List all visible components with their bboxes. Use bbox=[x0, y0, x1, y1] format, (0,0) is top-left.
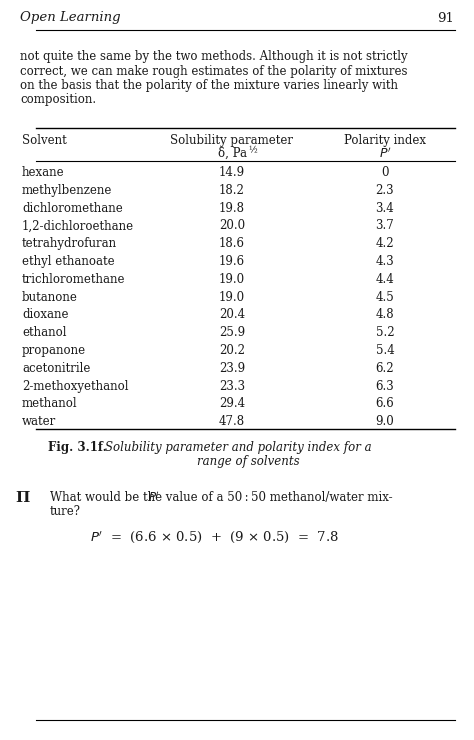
Text: ½: ½ bbox=[248, 146, 257, 155]
Text: 18.2: 18.2 bbox=[219, 184, 245, 197]
Text: ture?: ture? bbox=[50, 505, 81, 518]
Text: Solvent: Solvent bbox=[22, 134, 67, 147]
Text: 4.4: 4.4 bbox=[375, 273, 394, 286]
Text: $P'$  =  (6.6 $\times$ 0.5)  +  (9 $\times$ 0.5)  =  7.8: $P'$ = (6.6 $\times$ 0.5) + (9 $\times$ … bbox=[90, 529, 338, 545]
Text: methylbenzene: methylbenzene bbox=[22, 184, 112, 197]
Text: 3.7: 3.7 bbox=[375, 219, 394, 232]
Text: 4.5: 4.5 bbox=[375, 291, 394, 303]
Text: 4.8: 4.8 bbox=[376, 309, 394, 321]
Text: 5.4: 5.4 bbox=[375, 344, 394, 357]
Text: 20.0: 20.0 bbox=[219, 219, 245, 232]
Text: 3.4: 3.4 bbox=[375, 201, 394, 215]
Text: dichloromethane: dichloromethane bbox=[22, 201, 123, 215]
Text: 47.8: 47.8 bbox=[219, 415, 245, 428]
Text: butanone: butanone bbox=[22, 291, 78, 303]
Text: 91: 91 bbox=[437, 12, 454, 24]
Text: 5.2: 5.2 bbox=[376, 326, 394, 339]
Text: 4.2: 4.2 bbox=[376, 238, 394, 250]
Text: Solubility parameter: Solubility parameter bbox=[171, 134, 293, 147]
Text: 18.6: 18.6 bbox=[219, 238, 245, 250]
Text: 14.9: 14.9 bbox=[219, 166, 245, 179]
Text: 29.4: 29.4 bbox=[219, 397, 245, 411]
Text: 1,2-dichloroethane: 1,2-dichloroethane bbox=[22, 219, 134, 232]
Text: $P'$: $P'$ bbox=[379, 147, 392, 161]
Text: 20.2: 20.2 bbox=[219, 344, 245, 357]
Text: Π: Π bbox=[15, 491, 29, 505]
Text: trichloromethane: trichloromethane bbox=[22, 273, 126, 286]
Text: 23.9: 23.9 bbox=[219, 362, 245, 374]
Text: What would be the: What would be the bbox=[50, 491, 166, 504]
Text: water: water bbox=[22, 415, 56, 428]
Text: acetonitrile: acetonitrile bbox=[22, 362, 91, 374]
Text: $P'$: $P'$ bbox=[148, 491, 160, 505]
Text: 23.3: 23.3 bbox=[219, 380, 245, 393]
Text: 6.2: 6.2 bbox=[376, 362, 394, 374]
Text: 0: 0 bbox=[381, 166, 389, 179]
Text: hexane: hexane bbox=[22, 166, 64, 179]
Text: dioxane: dioxane bbox=[22, 309, 69, 321]
Text: ethyl ethanoate: ethyl ethanoate bbox=[22, 255, 115, 268]
Text: 20.4: 20.4 bbox=[219, 309, 245, 321]
Text: not quite the same by the two methods. Although it is not strictly: not quite the same by the two methods. A… bbox=[20, 50, 408, 63]
Text: methanol: methanol bbox=[22, 397, 78, 411]
Text: range of solvents: range of solvents bbox=[197, 455, 299, 468]
Text: 6.3: 6.3 bbox=[375, 380, 394, 393]
Text: Solubility parameter and polarity index for a: Solubility parameter and polarity index … bbox=[105, 441, 372, 454]
Text: ethanol: ethanol bbox=[22, 326, 66, 339]
Text: propanone: propanone bbox=[22, 344, 86, 357]
Text: 19.8: 19.8 bbox=[219, 201, 245, 215]
Text: on the basis that the polarity of the mixture varies linearly with: on the basis that the polarity of the mi… bbox=[20, 79, 398, 92]
Text: 2.3: 2.3 bbox=[376, 184, 394, 197]
Text: 25.9: 25.9 bbox=[219, 326, 245, 339]
Text: 19.6: 19.6 bbox=[219, 255, 245, 268]
Text: 4.3: 4.3 bbox=[375, 255, 394, 268]
Text: 19.0: 19.0 bbox=[219, 273, 245, 286]
Text: tetrahydrofuran: tetrahydrofuran bbox=[22, 238, 117, 250]
Text: Fig. 3.1f.: Fig. 3.1f. bbox=[48, 441, 107, 454]
Text: Polarity index: Polarity index bbox=[344, 134, 426, 147]
Text: composition.: composition. bbox=[20, 93, 96, 107]
Text: 19.0: 19.0 bbox=[219, 291, 245, 303]
Text: 6.6: 6.6 bbox=[375, 397, 394, 411]
Text: correct, we can make rough estimates of the polarity of mixtures: correct, we can make rough estimates of … bbox=[20, 64, 408, 78]
Text: δ, Pa: δ, Pa bbox=[218, 147, 246, 160]
Text: value of a 50 : 50 methanol/water mix-: value of a 50 : 50 methanol/water mix- bbox=[162, 491, 392, 504]
Text: Open Learning: Open Learning bbox=[20, 12, 120, 24]
Text: 9.0: 9.0 bbox=[375, 415, 394, 428]
Text: 2-methoxyethanol: 2-methoxyethanol bbox=[22, 380, 128, 393]
